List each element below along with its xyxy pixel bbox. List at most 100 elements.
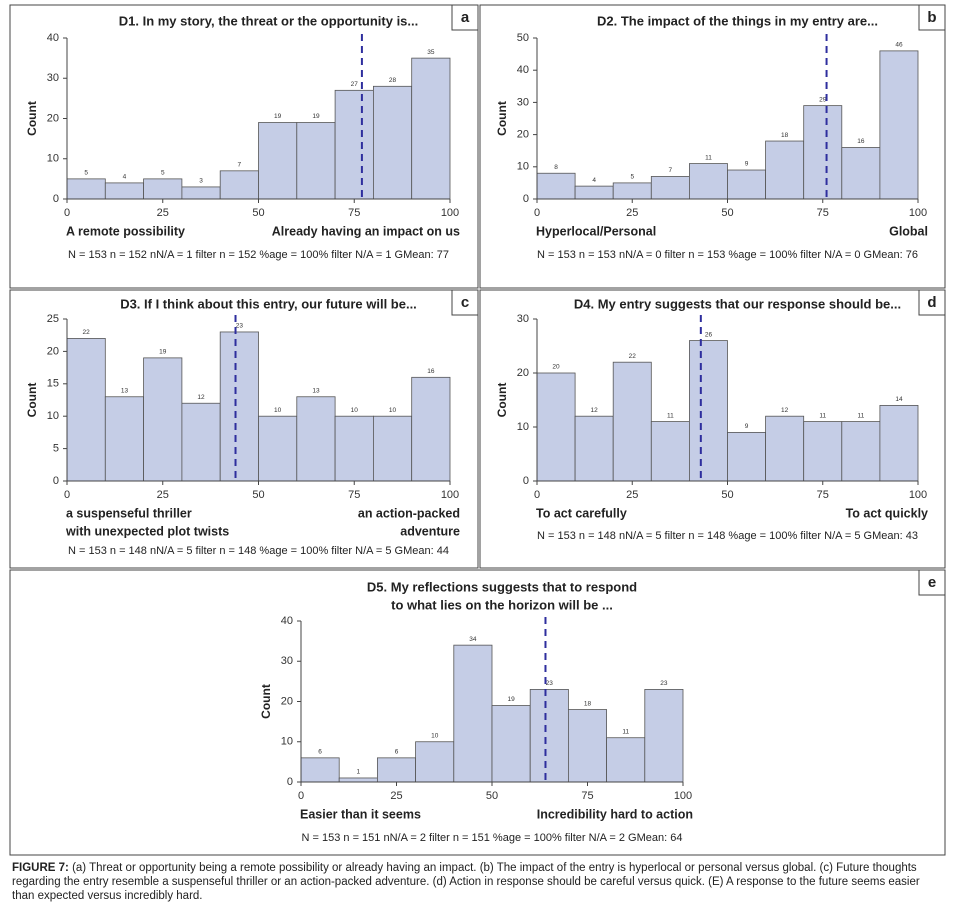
y-tick-label: 50 <box>517 32 529 44</box>
y-tick-label: 20 <box>47 345 59 357</box>
x-tick-label: 25 <box>390 790 402 802</box>
bar <box>529 689 569 783</box>
x-tick-label: 25 <box>157 489 169 501</box>
x-tick-label: 100 <box>441 207 459 219</box>
y-tick-label: 20 <box>517 129 529 141</box>
bar <box>411 376 451 482</box>
right-label: Incredibility hard to action <box>537 807 693 821</box>
x-tick-label: 50 <box>486 790 498 802</box>
bar <box>181 186 221 200</box>
panel-letter: d <box>927 294 936 311</box>
value-label: 23 <box>236 323 244 330</box>
bar <box>689 163 728 200</box>
value-label: 22 <box>83 329 91 336</box>
bar <box>338 777 378 783</box>
value-label: 3 <box>199 178 203 185</box>
value-label: 20 <box>552 364 560 371</box>
stats: N = 153 n = 152 nN/A = 1 filter n = 152 … <box>68 249 449 261</box>
value-label: 19 <box>507 696 515 703</box>
bar <box>841 147 881 200</box>
x-tick-label: 0 <box>64 489 70 501</box>
y-tick-label: 10 <box>517 161 529 173</box>
bar <box>612 182 652 200</box>
value-label: 12 <box>591 407 599 414</box>
left-label: Easier than it seems <box>300 807 421 821</box>
x-tick-label: 75 <box>817 489 829 501</box>
y-tick-label: 30 <box>517 313 529 325</box>
panel-letter: b <box>927 9 936 26</box>
panel-frame <box>479 4 946 289</box>
bar <box>879 404 919 482</box>
bar <box>689 340 728 482</box>
panel-letter-box <box>451 4 479 31</box>
chart-title: D4. My entry suggests that our response … <box>574 296 901 311</box>
bar <box>536 372 576 482</box>
x-tick-label: 100 <box>909 207 927 219</box>
bar <box>104 396 145 482</box>
x-tick-label: 25 <box>626 207 638 219</box>
value-label: 6 <box>318 749 322 756</box>
value-label: 18 <box>781 132 789 139</box>
value-label: 11 <box>819 412 826 419</box>
panel-frame <box>9 4 479 289</box>
bar <box>650 176 690 200</box>
value-label: 11 <box>667 412 674 419</box>
x-tick-label: 0 <box>298 790 304 802</box>
bar <box>143 178 183 200</box>
y-axis-label: Count <box>25 101 39 136</box>
bar <box>453 644 493 783</box>
value-label: 13 <box>312 387 320 394</box>
bar <box>334 415 374 482</box>
panel-letter-box <box>918 4 946 31</box>
bar <box>258 415 298 482</box>
value-label: 23 <box>546 680 554 687</box>
left-label: a suspenseful thriller <box>66 506 192 520</box>
x-tick-label: 75 <box>348 489 360 501</box>
panel-letter: e <box>928 574 936 591</box>
bar <box>181 402 221 482</box>
value-label: 19 <box>159 349 167 356</box>
x-tick-label: 50 <box>252 489 264 501</box>
value-label: 4 <box>123 174 127 181</box>
stats: N = 153 n = 151 nN/A = 2 filter n = 151 … <box>302 832 683 844</box>
panel-frame <box>9 289 479 569</box>
bar <box>300 757 340 783</box>
value-label: 16 <box>427 368 435 375</box>
x-tick-label: 100 <box>674 790 692 802</box>
value-label: 26 <box>705 331 713 338</box>
bar <box>415 741 455 783</box>
y-tick-label: 40 <box>517 64 529 76</box>
bar <box>491 705 531 783</box>
bar <box>650 421 690 482</box>
panel-letter: a <box>461 9 470 26</box>
panel-letter-box <box>918 569 946 596</box>
x-tick-label: 75 <box>348 207 360 219</box>
caption-text: (a) Threat or opportunity being a remote… <box>12 862 920 902</box>
y-tick-label: 0 <box>53 193 59 205</box>
left-label: To act carefully <box>536 506 627 520</box>
right-label: Global <box>889 224 928 238</box>
x-tick-label: 50 <box>721 207 733 219</box>
bar <box>765 140 805 200</box>
value-label: 16 <box>857 138 865 145</box>
bar <box>612 361 652 482</box>
bar <box>296 396 336 482</box>
value-label: 23 <box>660 680 668 687</box>
y-tick-label: 20 <box>517 367 529 379</box>
bar <box>879 50 919 200</box>
chart-title: D1. In my story, the threat or the oppor… <box>119 13 419 28</box>
y-tick-label: 0 <box>53 475 59 487</box>
y-tick-label: 5 <box>53 443 59 455</box>
value-label: 46 <box>895 42 903 49</box>
y-tick-label: 10 <box>47 153 59 165</box>
value-label: 10 <box>351 407 359 414</box>
bar <box>606 737 646 783</box>
bar <box>296 122 336 200</box>
value-label: 10 <box>274 407 282 414</box>
value-label: 7 <box>669 167 673 174</box>
bar <box>219 170 259 200</box>
panel-letter-box <box>451 289 479 316</box>
y-axis-label: Count <box>25 383 39 418</box>
